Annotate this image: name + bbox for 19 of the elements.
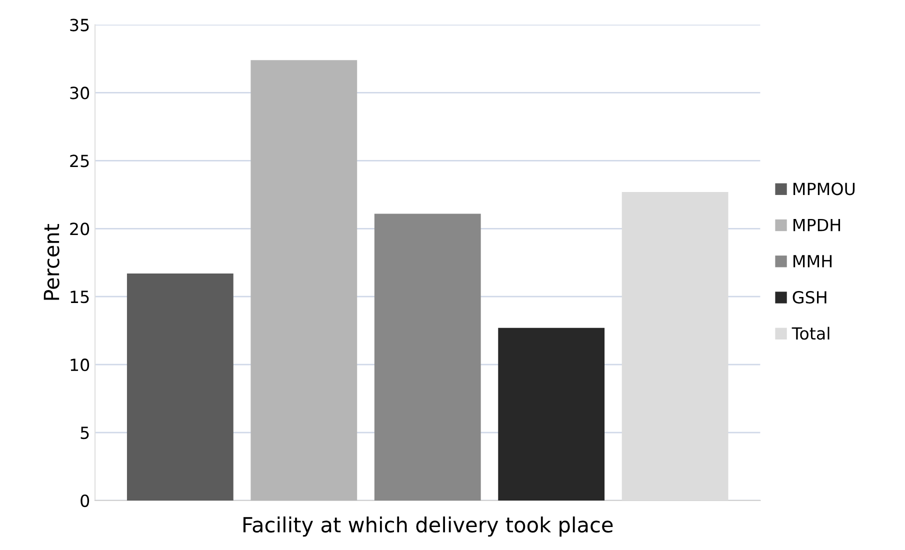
y-tick-label: 15 (70, 290, 89, 304)
x-axis-title: Facility at which delivery took place (243, 516, 613, 537)
y-tick-label: 0 (80, 494, 90, 508)
y-tick-label: 5 (80, 426, 89, 440)
legend-label: MPMOU (794, 182, 855, 196)
y-tick-label: 10 (70, 358, 90, 372)
y-tick-label: 20 (70, 222, 90, 236)
y-tick-label: 25 (70, 154, 89, 168)
legend-label: GSH (792, 290, 826, 304)
legend-label: Total (792, 326, 830, 340)
legend-label: MPDH (794, 218, 840, 232)
bar (126, 274, 234, 500)
bar (374, 214, 481, 500)
bar (250, 60, 358, 500)
y-tick-label: 30 (70, 86, 90, 100)
y-axis-title: Percent (44, 224, 60, 300)
y-tick-label: 35 (70, 18, 89, 32)
legend-label: MMH (794, 255, 832, 268)
bar (498, 328, 605, 500)
